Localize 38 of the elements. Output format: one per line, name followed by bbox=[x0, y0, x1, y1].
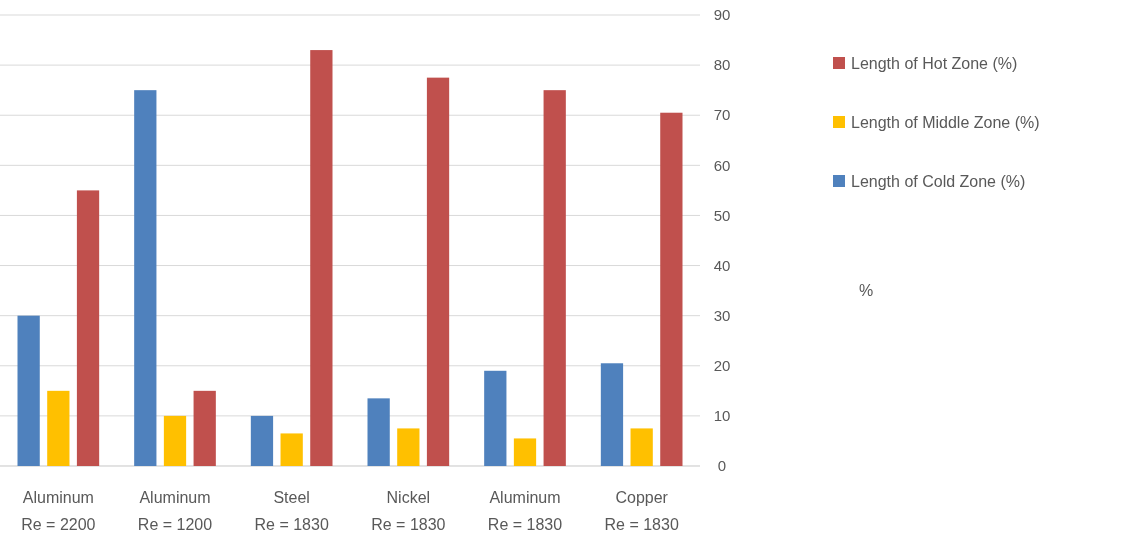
y-tick-label: 50 bbox=[713, 206, 731, 224]
bar bbox=[630, 428, 653, 466]
y-tick-label: 90 bbox=[713, 6, 731, 24]
y-tick-label: 20 bbox=[713, 357, 731, 375]
bar bbox=[163, 415, 187, 466]
bar bbox=[660, 112, 683, 466]
bar bbox=[426, 77, 450, 466]
bar bbox=[600, 363, 624, 466]
bar bbox=[367, 398, 390, 466]
legend-label: Length of Cold Zone (%) bbox=[851, 172, 1026, 190]
bar bbox=[397, 428, 420, 466]
legend-label: Length of Hot Zone (%) bbox=[851, 54, 1018, 72]
bar bbox=[193, 390, 216, 466]
y-tick-label: 70 bbox=[713, 106, 731, 124]
legend-label: Length of Middle Zone (%) bbox=[851, 113, 1040, 131]
x-tick-label: Aluminum Re = 1200 bbox=[137, 489, 213, 533]
text: % bbox=[858, 281, 874, 299]
x-tick-label: Aluminum Re = 2200 bbox=[21, 489, 96, 533]
bar bbox=[513, 438, 537, 466]
x-tick-label: Nickel Re = 1830 bbox=[371, 489, 446, 533]
bar bbox=[280, 433, 303, 466]
x-tick-label: Steel Re = 1830 bbox=[254, 489, 329, 533]
bar bbox=[543, 90, 566, 466]
y-tick-label: 30 bbox=[713, 306, 731, 324]
bar bbox=[484, 370, 507, 466]
y-tick-label: 80 bbox=[713, 56, 731, 74]
bar bbox=[310, 50, 333, 466]
bar bbox=[134, 90, 157, 466]
bar bbox=[17, 315, 40, 466]
y-tick-label: 10 bbox=[713, 407, 731, 425]
x-tick-label: Aluminum Re = 1830 bbox=[487, 489, 563, 533]
y-tick-label: 60 bbox=[713, 156, 731, 174]
bar bbox=[76, 190, 100, 466]
y-tick-label: 40 bbox=[713, 256, 731, 274]
bar bbox=[47, 390, 70, 466]
x-tick-label: Copper Re = 1830 bbox=[604, 489, 679, 533]
bar bbox=[250, 415, 274, 466]
y-tick-label: 0 bbox=[717, 457, 727, 475]
